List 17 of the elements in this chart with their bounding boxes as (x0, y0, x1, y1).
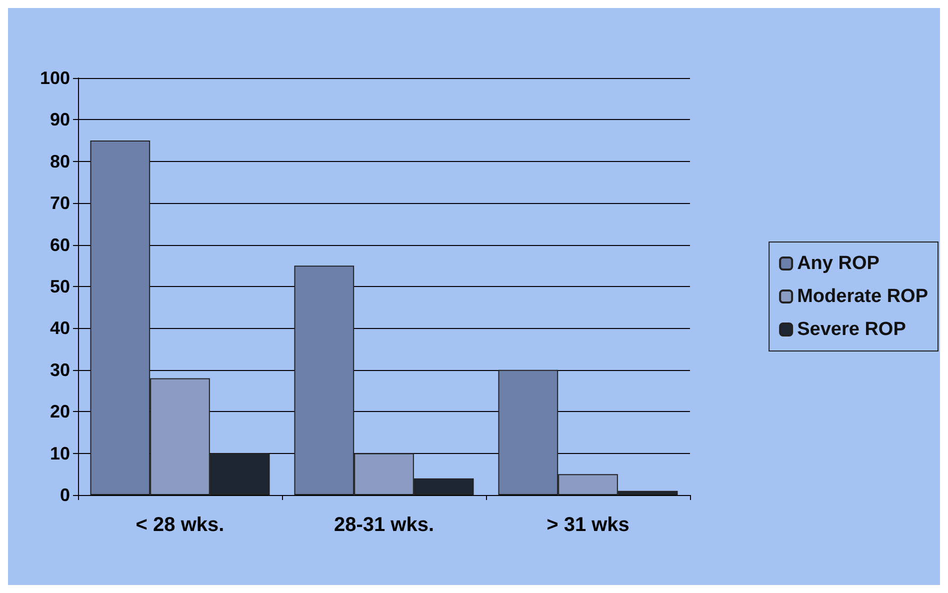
y-tick-label: 80 (50, 151, 70, 172)
y-tick-label: 70 (50, 193, 70, 214)
x-tick-label: 28-31 wks. (334, 514, 434, 536)
y-tick-label: 10 (50, 443, 70, 464)
y-tick-label: 50 (50, 276, 70, 296)
y-tick-label: 0 (60, 485, 70, 505)
legend-label: Moderate ROP (797, 286, 928, 307)
y-tick-label: 100 (40, 68, 70, 88)
y-tick-label: 40 (50, 318, 70, 338)
y-tick-label: 60 (50, 234, 70, 255)
y-tick-label: 90 (50, 110, 70, 130)
x-tick-label: < 28 wks. (136, 514, 224, 536)
y-tick-label: 30 (50, 360, 70, 380)
legend-label: Any ROP (797, 253, 880, 274)
x-tick-label: > 31 wks (546, 514, 630, 536)
y-tick-label: 20 (50, 402, 70, 422)
legend-label: Severe ROP (797, 319, 906, 340)
